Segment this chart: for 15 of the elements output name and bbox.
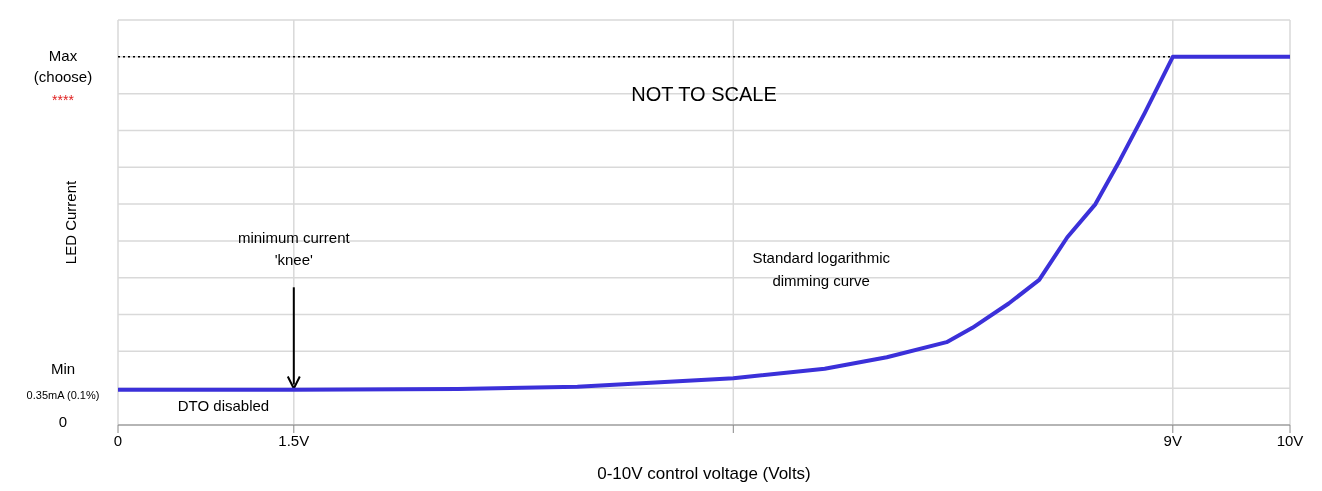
x-axis-title: 0-10V control voltage (Volts) xyxy=(597,464,811,483)
annotation: DTO disabled xyxy=(177,396,270,414)
annotation: Standard logarithmic dimming curve xyxy=(752,249,891,289)
text: Min xyxy=(50,360,76,378)
text: 0 xyxy=(58,413,68,431)
text: 0.35mA (0.1%) xyxy=(26,388,100,401)
annotation: minimum current 'knee' xyxy=(237,228,351,269)
x-tick-label: 1.5V xyxy=(278,431,310,449)
x-tick-label: 0 xyxy=(113,431,123,449)
text: **** xyxy=(52,92,75,109)
x-tick-label: 9V xyxy=(1163,431,1182,449)
ref-line-label: Max (choose) xyxy=(33,46,93,85)
x-tick-label: 10V xyxy=(1276,431,1304,449)
annotation: NOT TO SCALE xyxy=(631,83,777,105)
y-axis-title: LED Current xyxy=(62,179,79,265)
